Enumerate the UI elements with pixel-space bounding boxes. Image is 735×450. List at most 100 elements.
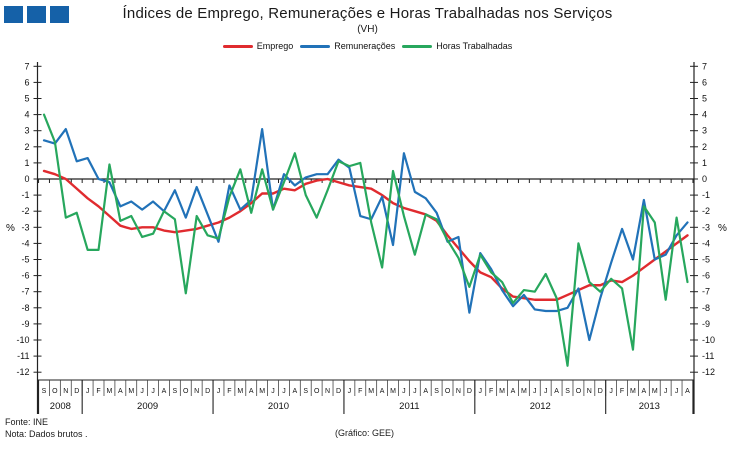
month-label: M — [652, 388, 658, 395]
month-label: N — [325, 388, 330, 395]
y-tick-label-right: -5 — [702, 255, 710, 265]
y-tick-label-left: 0 — [24, 174, 29, 184]
month-label: S — [173, 388, 178, 395]
month-label: D — [336, 388, 341, 395]
y-tick-label-right: -11 — [702, 351, 714, 361]
y-tick-label-right: -7 — [702, 287, 710, 297]
month-label: S — [565, 388, 570, 395]
month-label: J — [675, 388, 679, 395]
logo-square-icon — [27, 6, 46, 23]
month-label: N — [587, 388, 592, 395]
month-label: A — [118, 388, 123, 395]
month-label: M — [368, 388, 374, 395]
year-label: 2008 — [50, 401, 71, 412]
month-label: O — [183, 388, 189, 395]
y-tick-label-left: -8 — [21, 303, 29, 313]
month-label: M — [107, 388, 113, 395]
month-label: N — [456, 388, 461, 395]
y-tick-label-left: -3 — [21, 222, 29, 232]
y-tick-label-right: 0 — [702, 174, 707, 184]
month-label: M — [521, 388, 527, 395]
y-tick-label-right: -1 — [702, 190, 710, 200]
month-label: N — [194, 388, 199, 395]
month-label: D — [205, 388, 210, 395]
month-label: A — [249, 388, 254, 395]
month-label: S — [303, 388, 308, 395]
y-tick-label-right: 6 — [702, 77, 707, 87]
month-label: J — [609, 388, 613, 395]
y-tick-label-right: 2 — [702, 142, 707, 152]
year-label: 2009 — [137, 401, 158, 412]
y-tick-label-left: -9 — [21, 319, 29, 329]
month-label: M — [259, 388, 265, 395]
y-tick-label-left: -6 — [21, 271, 29, 281]
legend-item: Horas Trabalhadas — [402, 41, 512, 51]
month-label: J — [479, 388, 483, 395]
y-tick-label-left: -4 — [21, 238, 29, 248]
year-label: 2011 — [399, 401, 419, 412]
logo-square-icon — [4, 6, 23, 23]
y-axis-unit-left: % — [6, 223, 15, 234]
y-tick-label-right: 7 — [702, 61, 707, 71]
month-label: F — [96, 388, 100, 395]
month-label: J — [217, 388, 221, 395]
y-tick-label-left: 7 — [24, 61, 29, 71]
logo-square-icon — [50, 6, 69, 23]
y-tick-label-left: 4 — [24, 110, 29, 120]
month-label: F — [620, 388, 624, 395]
month-label: D — [74, 388, 79, 395]
month-label: J — [402, 388, 406, 395]
series-line-remunera-es — [42, 127, 689, 342]
month-label: J — [140, 388, 144, 395]
month-label: F — [358, 388, 362, 395]
legend-swatch-icon — [222, 44, 253, 48]
legend-item: Remunerações — [300, 41, 395, 51]
month-label: A — [554, 388, 559, 395]
month-label: M — [630, 388, 636, 395]
y-tick-label-right: -3 — [702, 222, 710, 232]
y-tick-label-right: 3 — [702, 126, 707, 136]
y-tick-label-left: 3 — [24, 126, 29, 136]
y-tick-label-right: -8 — [702, 303, 710, 313]
y-tick-label-right: -4 — [702, 238, 710, 248]
month-label: M — [128, 388, 134, 395]
chart-title: Índices de Emprego, Remunerações e Horas… — [122, 5, 613, 22]
month-label: A — [162, 388, 167, 395]
legend-item: Emprego — [222, 41, 294, 51]
month-label: A — [511, 388, 516, 395]
month-label: O — [576, 388, 582, 395]
chart-legend: Emprego Remunerações Horas Trabalhadas — [0, 41, 735, 51]
month-label: J — [271, 388, 275, 395]
data-note: Nota: Dados brutos . — [5, 429, 88, 439]
month-label: S — [42, 388, 47, 395]
y-tick-label-right: -10 — [702, 335, 715, 345]
month-label: M — [390, 388, 396, 395]
year-label: 2010 — [268, 401, 289, 412]
month-label: A — [423, 388, 428, 395]
series-line-horas-trabalhadas — [42, 113, 689, 367]
y-tick-label-left: -1 — [21, 190, 29, 200]
month-label: D — [598, 388, 603, 395]
legend-label: Emprego — [256, 41, 294, 51]
month-label: F — [227, 388, 231, 395]
month-label: M — [237, 388, 243, 395]
y-tick-label-right: 4 — [702, 110, 707, 120]
y-tick-label-left: -12 — [16, 367, 29, 377]
y-tick-label-right: -6 — [702, 271, 710, 281]
footer-notes: Fonte: INE Nota: Dados brutos . — [5, 416, 88, 440]
y-tick-label-left: 2 — [24, 142, 29, 152]
y-tick-label-right: -12 — [702, 367, 715, 377]
month-label: O — [52, 388, 58, 395]
credit-note: (Gráfico: GEE) — [335, 428, 395, 438]
month-label: J — [664, 388, 668, 395]
month-label: J — [282, 388, 286, 395]
month-label: M — [499, 388, 505, 395]
month-label: J — [544, 388, 548, 395]
legend-swatch-icon — [300, 44, 331, 48]
month-label: A — [293, 388, 298, 395]
year-label: 2012 — [530, 401, 551, 412]
y-tick-label-right: 1 — [702, 158, 707, 168]
month-label: J — [413, 388, 417, 395]
